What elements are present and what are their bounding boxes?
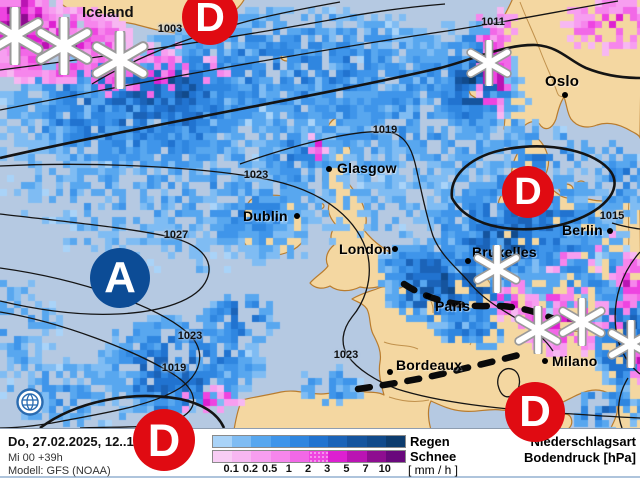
snowflake-icon-2	[91, 31, 149, 89]
low-pressure-symbol-0: D	[182, 0, 238, 45]
city-dot-milano	[542, 358, 548, 364]
snowflake-icon-0	[0, 7, 44, 65]
snow-seg-3	[270, 451, 290, 462]
city-dot-dublin	[294, 213, 300, 219]
legend-tick-0.2: 0.2	[242, 463, 259, 475]
city-label-bruxelles: Bruxelles	[472, 244, 537, 260]
city-label-dublin: Dublin	[243, 208, 288, 224]
legend-tick-5: 5	[343, 463, 350, 475]
snow-seg-0	[213, 451, 233, 462]
legend-tick-0.1: 0.1	[223, 463, 239, 475]
snow-seg-4	[289, 451, 309, 462]
city-label-glasgow: Glasgow	[337, 160, 397, 176]
isobar-label-1023-3: 1023	[243, 169, 269, 181]
legend-tick-7: 7	[362, 463, 369, 475]
isobar-label-1011-1: 1011	[481, 16, 505, 28]
legend-tick-2: 2	[304, 463, 312, 475]
legend-rain-colorbar	[212, 435, 406, 448]
city-label-paris: Paris	[435, 298, 471, 314]
legend-unit-label: [ mm / h ]	[408, 463, 459, 477]
low-pressure-symbol-1: D	[502, 166, 554, 218]
rain-seg-5	[308, 436, 329, 447]
datetime-label: Do, 27.02.2025, 12..15 UTC	[8, 434, 172, 449]
rain-seg-9	[385, 436, 405, 447]
snow-seg-1	[232, 451, 252, 462]
snow-seg-6	[328, 451, 348, 462]
legend-tick-0.5: 0.5	[261, 463, 278, 475]
snow-seg-7	[347, 451, 367, 462]
weather-map: Iceland Oslo Glasgow Dublin London Bruxelles B…	[0, 0, 640, 428]
snow-seg-9	[385, 451, 405, 462]
snowflake-icon-3	[466, 40, 512, 86]
isobar-label-1023-5: 1023	[177, 330, 203, 342]
info-bar: Do, 27.02.2025, 12..15 UTC Mi 00 +39h Mo…	[0, 428, 640, 478]
globe-logo-icon	[16, 388, 44, 416]
pressure-label: Bodendruck [hPa]	[524, 450, 636, 465]
city-dot-paris	[425, 293, 431, 299]
isobar-label-1019-6: 1019	[161, 362, 187, 374]
snow-seg-8	[366, 451, 386, 462]
rain-seg-3	[270, 436, 290, 447]
snowflake-icon-1	[35, 17, 93, 75]
rain-seg-8	[366, 436, 386, 447]
city-label-oslo: Oslo	[545, 73, 580, 90]
model-label: Modell: GFS (NOAA)	[8, 465, 111, 477]
city-label-berlin: Berlin	[562, 222, 603, 238]
isobar-label-1023-7: 1023	[333, 349, 359, 361]
snow-seg-5	[308, 451, 329, 462]
city-dot-london	[392, 246, 398, 252]
isobar-label-1015-8: 1015	[599, 210, 625, 222]
low-pressure-symbol-2: D	[133, 409, 195, 471]
low-pressure-symbol-3: D	[505, 382, 565, 442]
city-dot-berlin	[607, 228, 613, 234]
isobar-label-1027-4: 1027	[163, 229, 189, 241]
front-south	[354, 349, 530, 393]
rain-seg-4	[289, 436, 309, 447]
legend-tick-1: 1	[285, 463, 292, 475]
city-label-milano: Milano	[552, 353, 598, 369]
run-offset-label: Mi 00 +39h	[8, 452, 63, 464]
snowflake-icon-4	[473, 245, 521, 293]
rain-seg-6	[328, 436, 348, 447]
rain-seg-2	[251, 436, 271, 447]
high-pressure-symbol-4: A	[90, 248, 150, 308]
rain-seg-0	[213, 436, 233, 447]
snowflake-icon-7	[607, 320, 640, 368]
precip-type-label: Niederschlagsart	[530, 434, 637, 449]
snow-seg-2	[251, 451, 271, 462]
city-dot-bordeaux	[387, 369, 393, 375]
city-dot-glasgow	[326, 166, 332, 172]
rain-seg-7	[347, 436, 367, 447]
region-label-iceland: Iceland	[82, 4, 134, 21]
city-label-london: London	[339, 241, 392, 257]
legend-snow-label: Schnee	[410, 449, 457, 464]
city-dot-bruxelles	[465, 258, 471, 264]
isobar-label-1019-2: 1019	[372, 124, 398, 136]
city-label-bordeaux: Bordeaux	[396, 357, 463, 373]
rain-seg-1	[232, 436, 252, 447]
city-dot-oslo	[562, 92, 568, 98]
legend-snow-colorbar	[212, 450, 406, 463]
isobar-label-1003-0: 1003	[157, 23, 183, 35]
legend-tick-3: 3	[324, 463, 331, 475]
legend-tick-10: 10	[378, 463, 391, 475]
snowflake-icon-5	[514, 306, 562, 354]
legend-rain-label: Regen	[410, 434, 450, 449]
snowflake-icon-6	[558, 298, 606, 346]
